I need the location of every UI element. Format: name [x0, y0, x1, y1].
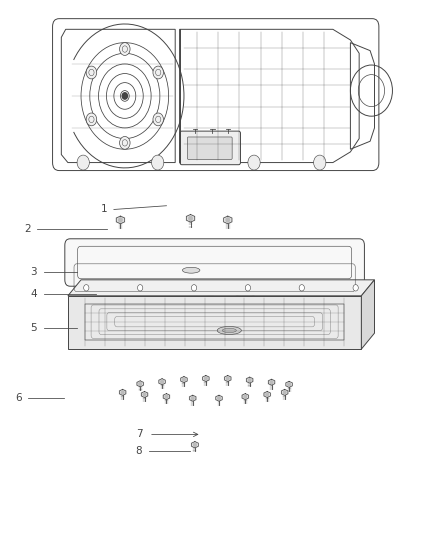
Ellipse shape — [234, 290, 256, 296]
Text: 5: 5 — [31, 323, 37, 333]
Circle shape — [139, 382, 141, 385]
Polygon shape — [68, 296, 361, 349]
Circle shape — [122, 93, 127, 99]
Circle shape — [143, 393, 146, 396]
Circle shape — [77, 155, 89, 170]
Polygon shape — [242, 394, 248, 400]
Circle shape — [191, 397, 194, 400]
Ellipse shape — [239, 291, 252, 295]
Circle shape — [194, 443, 196, 447]
Circle shape — [245, 285, 251, 291]
Circle shape — [138, 285, 143, 291]
Text: 1: 1 — [101, 205, 107, 214]
Circle shape — [226, 218, 230, 222]
Ellipse shape — [217, 326, 241, 335]
Circle shape — [120, 43, 130, 55]
Polygon shape — [361, 280, 374, 349]
FancyBboxPatch shape — [187, 137, 232, 159]
Circle shape — [153, 113, 163, 126]
Circle shape — [121, 391, 124, 394]
Polygon shape — [120, 390, 126, 395]
Polygon shape — [247, 377, 253, 383]
Circle shape — [152, 155, 164, 170]
Polygon shape — [286, 382, 292, 387]
Text: 7: 7 — [136, 430, 142, 439]
Circle shape — [218, 397, 220, 400]
Circle shape — [244, 395, 247, 398]
Polygon shape — [264, 392, 270, 398]
Text: 4: 4 — [31, 289, 37, 298]
Polygon shape — [137, 381, 143, 387]
Circle shape — [161, 380, 163, 383]
Circle shape — [299, 285, 304, 291]
Circle shape — [226, 377, 229, 380]
Polygon shape — [85, 304, 344, 340]
Circle shape — [86, 113, 97, 126]
Circle shape — [288, 383, 290, 386]
Circle shape — [314, 155, 326, 170]
Polygon shape — [225, 376, 231, 382]
Circle shape — [165, 395, 168, 398]
Ellipse shape — [182, 267, 200, 273]
Polygon shape — [191, 442, 198, 448]
Polygon shape — [223, 216, 232, 224]
Text: 3: 3 — [31, 267, 37, 277]
Polygon shape — [190, 395, 196, 401]
Circle shape — [191, 285, 197, 291]
Ellipse shape — [223, 328, 237, 333]
Ellipse shape — [204, 290, 217, 293]
Circle shape — [283, 391, 286, 394]
Circle shape — [205, 377, 207, 380]
Polygon shape — [163, 394, 170, 400]
Polygon shape — [159, 379, 165, 385]
Text: 2: 2 — [24, 224, 31, 233]
Circle shape — [270, 381, 273, 384]
Ellipse shape — [199, 288, 221, 295]
Polygon shape — [186, 214, 195, 222]
FancyBboxPatch shape — [65, 239, 364, 286]
Circle shape — [266, 393, 268, 396]
Text: 6: 6 — [15, 393, 22, 403]
Polygon shape — [203, 376, 209, 382]
FancyBboxPatch shape — [78, 246, 352, 279]
Circle shape — [248, 155, 260, 170]
Circle shape — [120, 136, 130, 149]
Polygon shape — [268, 379, 275, 385]
Circle shape — [183, 378, 185, 381]
FancyBboxPatch shape — [180, 131, 240, 165]
Circle shape — [153, 66, 163, 79]
Circle shape — [189, 216, 192, 220]
Polygon shape — [181, 377, 187, 383]
Polygon shape — [282, 390, 288, 395]
Polygon shape — [141, 392, 148, 398]
Polygon shape — [116, 216, 125, 224]
Circle shape — [86, 66, 97, 79]
Circle shape — [248, 378, 251, 382]
Circle shape — [119, 218, 122, 222]
Circle shape — [84, 285, 89, 291]
Text: 8: 8 — [136, 447, 142, 456]
Polygon shape — [216, 395, 222, 401]
Polygon shape — [68, 280, 374, 296]
Circle shape — [353, 285, 358, 291]
